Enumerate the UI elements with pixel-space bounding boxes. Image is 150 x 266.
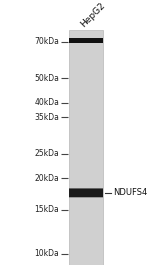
Bar: [69, 189, 103, 197]
Text: 10kDa: 10kDa: [35, 249, 59, 258]
Bar: [69, 30, 103, 265]
Text: 25kDa: 25kDa: [35, 149, 59, 159]
Bar: [70, 189, 103, 197]
Text: 70kDa: 70kDa: [34, 37, 59, 46]
Text: HepG2: HepG2: [79, 1, 107, 29]
Bar: [69, 189, 103, 197]
Text: 50kDa: 50kDa: [34, 74, 59, 83]
Bar: [69, 189, 103, 197]
Bar: [69, 188, 103, 197]
Bar: [69, 188, 103, 198]
Bar: [69, 189, 103, 197]
Text: 35kDa: 35kDa: [34, 113, 59, 122]
Bar: [69, 38, 103, 43]
Bar: [70, 190, 103, 197]
Text: 20kDa: 20kDa: [35, 174, 59, 183]
Text: 40kDa: 40kDa: [34, 98, 59, 107]
Text: 15kDa: 15kDa: [35, 205, 59, 214]
Text: NDUFS4: NDUFS4: [113, 188, 147, 197]
